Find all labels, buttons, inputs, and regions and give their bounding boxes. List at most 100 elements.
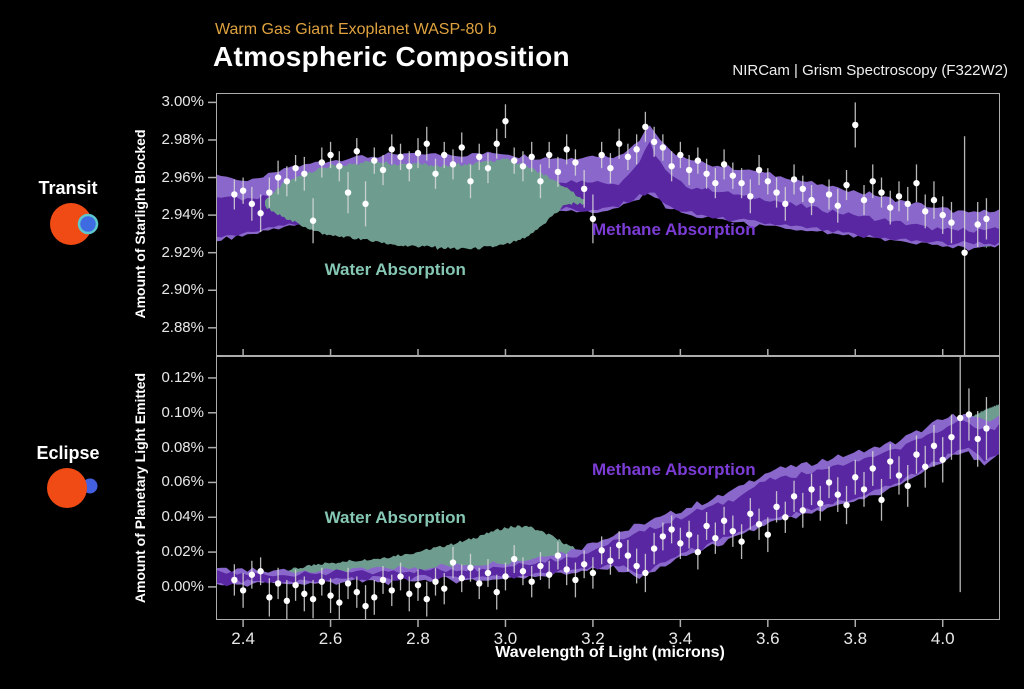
band-water-main — [265, 158, 585, 250]
data-point — [729, 527, 737, 535]
data-point — [961, 249, 968, 256]
data-point — [685, 166, 693, 174]
data-point — [283, 178, 291, 185]
panel-border-eclipse-spectrum — [216, 356, 1000, 620]
data-point — [808, 196, 815, 204]
data-point — [834, 491, 841, 498]
data-point — [493, 588, 500, 596]
panel-eclipse-spectrum — [216, 356, 1000, 620]
band-methane-inner — [216, 420, 1000, 587]
data-point — [668, 163, 675, 170]
data-point — [712, 534, 719, 542]
data-point — [782, 200, 789, 208]
data-point — [860, 196, 868, 204]
data-point — [379, 576, 387, 584]
data-point — [677, 151, 684, 159]
data-point — [292, 164, 299, 172]
data-point — [615, 541, 623, 549]
data-point — [449, 559, 457, 566]
data-point — [458, 144, 465, 151]
data-point — [257, 568, 264, 575]
data-point — [852, 474, 859, 481]
band-methane-inner — [216, 141, 1000, 246]
figure-title: Atmospheric Composition — [213, 41, 570, 72]
data-point — [904, 482, 911, 490]
data-point — [502, 573, 509, 580]
data-point — [397, 573, 404, 580]
data-point — [720, 161, 728, 168]
data-point — [353, 588, 360, 596]
data-point — [860, 486, 868, 493]
data-point — [353, 148, 360, 155]
data-point — [528, 153, 535, 161]
panel-border-transit-spectrum — [216, 93, 1000, 356]
data-point — [869, 465, 876, 472]
data-point — [755, 521, 763, 528]
eclipse-icon — [47, 468, 98, 508]
data-point — [843, 181, 850, 189]
data-point — [406, 163, 413, 170]
data-point — [274, 174, 282, 181]
data-point — [834, 202, 841, 209]
data-point — [904, 200, 911, 208]
data-point — [720, 517, 728, 524]
data-point — [519, 568, 527, 575]
data-point — [441, 151, 448, 159]
data-point — [502, 117, 509, 125]
data-point — [659, 533, 667, 540]
data-point — [589, 569, 597, 577]
data-point — [773, 189, 780, 196]
data-point — [397, 153, 404, 161]
data-point — [677, 540, 684, 547]
data-point — [983, 215, 990, 223]
data-point — [869, 178, 876, 185]
data-point — [957, 414, 964, 422]
data-point — [266, 594, 273, 601]
panel-transit-spectrum — [216, 102, 1000, 356]
data-point — [589, 215, 597, 223]
data-point — [825, 191, 833, 198]
data-point — [545, 151, 553, 159]
data-point — [572, 159, 579, 166]
data-point — [825, 479, 833, 486]
data-point — [301, 170, 308, 177]
data-point — [511, 555, 518, 563]
data-point — [922, 463, 929, 470]
data-point — [738, 538, 745, 545]
data-point — [554, 168, 562, 176]
data-point — [248, 200, 256, 208]
data-point — [790, 493, 798, 500]
transit-label: Transit — [38, 178, 98, 198]
data-point — [362, 602, 369, 610]
data-point — [458, 575, 465, 582]
data-point — [642, 123, 649, 131]
x-axis-title: Wavelength of Light (microns) — [495, 644, 725, 661]
data-point — [344, 189, 352, 196]
data-point — [878, 189, 885, 196]
data-point — [432, 578, 439, 585]
data-point — [327, 592, 334, 599]
data-point — [545, 571, 553, 578]
eclipse-label: Eclipse — [36, 443, 100, 463]
data-point — [948, 219, 955, 226]
data-point — [930, 442, 938, 450]
data-point — [423, 140, 430, 147]
data-point — [939, 211, 946, 219]
data-point — [922, 208, 929, 215]
data-point — [309, 595, 317, 603]
planet-icon — [77, 213, 99, 235]
data-point — [537, 178, 544, 185]
data-point — [414, 149, 422, 157]
data-point — [790, 176, 798, 183]
data-point — [248, 571, 256, 578]
transit-icon — [50, 203, 99, 245]
data-point — [738, 179, 745, 187]
data-point — [528, 578, 535, 585]
data-point — [764, 178, 772, 185]
data-point — [563, 566, 570, 573]
data-point — [974, 221, 981, 228]
data-point — [484, 164, 492, 172]
figure-subtitle: Warm Gas Giant Exoplanet WASP-80 b — [215, 21, 497, 38]
data-point — [668, 526, 675, 533]
